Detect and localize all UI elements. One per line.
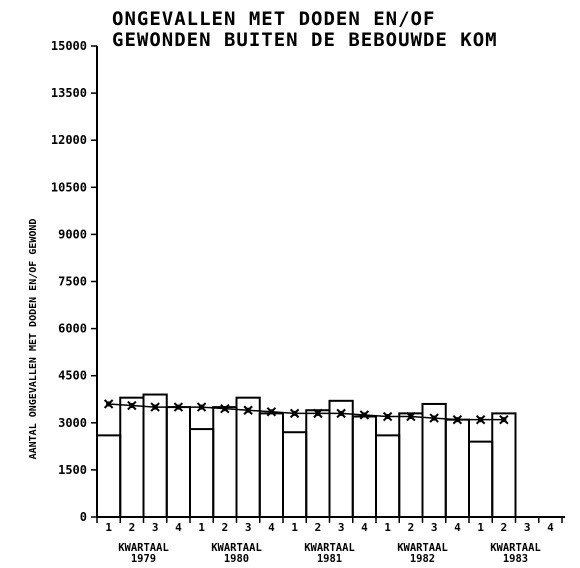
- trend-point: [406, 411, 416, 422]
- x-tick-label: 3: [431, 521, 438, 534]
- trend-point: [336, 408, 346, 419]
- x-tick-label: 3: [245, 521, 252, 534]
- y-tick-label: 7500: [58, 275, 87, 289]
- y-tick-label: 10500: [51, 180, 87, 194]
- title-line-2: GEWONDEN BUITEN DE BEBOUWDE KOM: [112, 29, 498, 51]
- y-axis: 0 1500 3000 4500 6000 7500 9000 10500 12000 13500…: [51, 39, 98, 524]
- x-group-label: KWARTAAL: [490, 542, 541, 554]
- x-tick-label: 4: [361, 521, 368, 534]
- bar: [444, 418, 470, 518]
- trend-line: [108, 403, 504, 421]
- y-tick-label: 12000: [51, 133, 87, 147]
- y-tick-label: 9000: [58, 227, 87, 241]
- x-tick-label: 2: [222, 521, 229, 534]
- trend-point: [243, 405, 253, 415]
- trend-series: [103, 399, 509, 425]
- x-tick-label: 4: [454, 521, 461, 534]
- y-tick-label: 3000: [58, 416, 87, 430]
- trend-point: [475, 414, 486, 425]
- bar: [235, 396, 261, 518]
- x-group-label: KWARTAAL: [211, 542, 262, 554]
- trend-point: [499, 414, 509, 425]
- x-tick-label: 2: [315, 521, 322, 534]
- trend-point: [452, 414, 463, 425]
- trend-point: [103, 399, 114, 409]
- trend-point: [127, 400, 137, 411]
- x-tick-label: 1: [198, 521, 205, 534]
- trend-point: [220, 403, 230, 414]
- trend-point: [313, 408, 323, 419]
- x-group-year: 1979: [131, 553, 156, 565]
- x-tick-label: 3: [338, 521, 345, 534]
- trend-point: [382, 411, 393, 422]
- x-tick-label: 4: [175, 521, 182, 534]
- trend-point: [150, 402, 160, 412]
- x-tick-label: 1: [477, 521, 484, 534]
- y-tick-label: 6000: [58, 322, 87, 336]
- x-tick-label: 1: [105, 521, 112, 534]
- bar: [328, 399, 354, 519]
- chart-title: ONGEVALLEN MET DODEN EN/OF GEWONDEN BUIT…: [112, 8, 498, 51]
- x-group-label: KWARTAAL: [304, 542, 355, 554]
- y-tick-label: 0: [80, 510, 87, 524]
- x-tick-label: 1: [291, 521, 298, 534]
- x-group-year: 1981: [317, 553, 342, 565]
- bar: [119, 396, 145, 518]
- y-tick-label: 15000: [51, 39, 87, 53]
- bar: [421, 402, 447, 518]
- bar: [351, 415, 377, 518]
- bar: [282, 431, 308, 518]
- x-group-year: 1983: [503, 553, 528, 565]
- trend-point: [359, 410, 370, 420]
- x-group-label: KWARTAAL: [118, 542, 169, 554]
- x-tick-label: 2: [129, 521, 136, 534]
- bar: [305, 409, 331, 518]
- x-tick-label: 3: [524, 521, 531, 534]
- bar: [258, 412, 284, 519]
- bar: [96, 434, 122, 518]
- y-axis-label: AANTAL ONGEVALLEN MET DODEN EN/OF GEWOND: [28, 219, 39, 460]
- x-tick-label: 1: [384, 521, 391, 534]
- trend-point: [196, 402, 207, 412]
- bar: [468, 440, 494, 519]
- trend-point: [173, 402, 184, 412]
- y-tick-label: 1500: [58, 463, 87, 477]
- bar: [375, 434, 401, 518]
- x-tick-label: 4: [547, 521, 554, 534]
- trend-point: [429, 413, 439, 423]
- x-tick-label: 4: [268, 521, 275, 534]
- x-group-label: KWARTAAL: [397, 542, 448, 554]
- bar: [165, 406, 191, 519]
- x-group-year: 1980: [224, 553, 249, 565]
- trend-point: [289, 408, 300, 419]
- x-tick-label: 3: [152, 521, 159, 534]
- y-tick-label: 4500: [58, 369, 87, 383]
- bar: [491, 412, 517, 519]
- x-axis: 1 2 3 4 1 2 3 4 1 2 3 4 1 2 3 4 1 2 3 4KWARTAAL1979KWARTAAL…: [96, 516, 565, 565]
- trend-point: [266, 407, 277, 417]
- bar: [212, 406, 238, 519]
- y-tick-label: 13500: [51, 86, 87, 100]
- x-tick-label: 2: [501, 521, 508, 534]
- x-tick-label: 2: [408, 521, 415, 534]
- bar: [398, 412, 424, 519]
- bars: [96, 393, 517, 519]
- x-group-year: 1982: [410, 553, 435, 565]
- bar: [189, 428, 215, 518]
- title-line-1: ONGEVALLEN MET DODEN EN/OF: [112, 8, 435, 30]
- bar: [142, 393, 168, 519]
